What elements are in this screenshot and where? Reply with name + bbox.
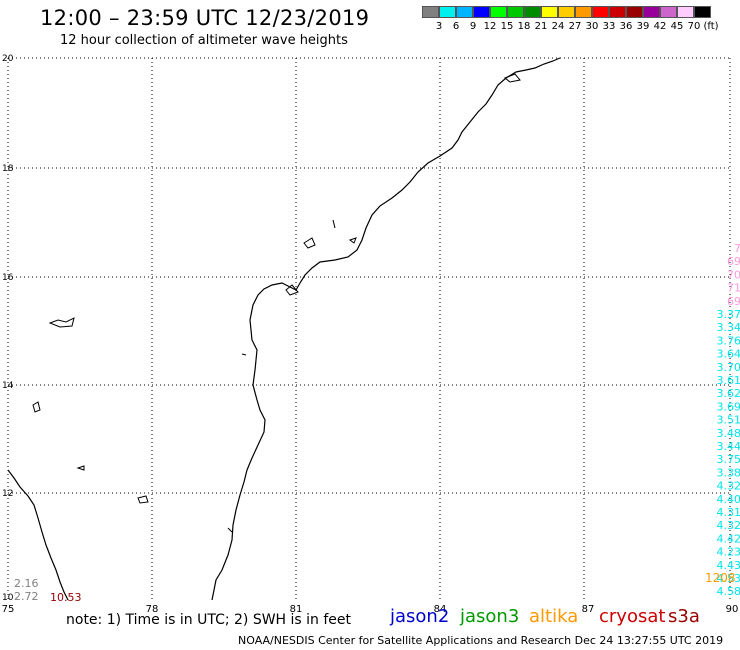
- legend-swatch: [694, 6, 711, 18]
- wave-height-label: 7: [734, 242, 740, 255]
- legend-label: 30: [585, 21, 599, 32]
- wave-labels-right: 7697071693.373.343.763.643.703.613.623.6…: [717, 242, 740, 598]
- latitude-label: 14: [2, 381, 14, 391]
- wave-height-label: 3.76: [717, 334, 740, 347]
- longitude-label: 90: [726, 604, 739, 615]
- satellite-s3a: s3a: [668, 606, 700, 627]
- legend-label: 18: [517, 21, 531, 32]
- wave-height-label: 3.34: [717, 321, 740, 334]
- longitude-label: 81: [290, 604, 303, 615]
- legend-label: 36: [619, 21, 633, 32]
- wave-height-label: 71: [727, 282, 740, 295]
- wave-height-label: 2.16: [14, 577, 39, 590]
- latitude-label: 20: [2, 54, 14, 64]
- wave-height-label: 4.31: [717, 506, 740, 519]
- footer-note: note: 1) Time is in UTC; 2) SWH is in fe…: [66, 612, 352, 628]
- legend-label: 15: [500, 21, 514, 32]
- map-title: 12:00 – 23:59 UTC 12/23/2019: [40, 6, 370, 30]
- wave-height-label: 3.75: [717, 453, 740, 466]
- legend-swatch: [626, 6, 643, 18]
- legend-swatch: [439, 6, 456, 18]
- legend-label: 45: [670, 21, 684, 32]
- longitude-label: 84: [434, 604, 447, 615]
- wave-height-label: 3.61: [717, 374, 740, 387]
- legend-swatch: [473, 6, 490, 18]
- legend-label: 27: [568, 21, 582, 32]
- satellite-cryosat: cryosat: [599, 606, 666, 627]
- wave-height-label: 69: [727, 255, 740, 268]
- islands: [32, 73, 521, 533]
- wave-height-label: 3.37: [717, 308, 740, 321]
- legend-swatch: [609, 6, 626, 18]
- wave-labels-left: 2.162.72 10.53: [14, 577, 82, 604]
- wave-height-label: 4.42: [717, 532, 740, 545]
- wave-height-label: 3.38: [717, 466, 740, 479]
- wave-height-label: 70: [727, 268, 740, 281]
- grid: [7, 57, 731, 600]
- legend-swatch: [541, 6, 558, 18]
- legend-label: (ft): [703, 21, 719, 32]
- wave-height-label: 3.48: [717, 427, 740, 440]
- map-subtitle: 12 hour collection of altimeter wave hei…: [60, 33, 348, 48]
- longitude-label: 75: [2, 604, 15, 615]
- wave-height-label: 4.23: [717, 546, 740, 559]
- wave-height-label: 4.58: [717, 585, 740, 598]
- longitude-label: 78: [146, 604, 159, 615]
- legend-label: 9: [469, 21, 477, 32]
- satellite-jason3: jason3: [460, 606, 520, 627]
- wave-height-label: 4.32: [717, 519, 740, 532]
- satellite-altika: altika: [529, 606, 579, 627]
- legend-label: 6: [452, 21, 460, 32]
- legend-label: 3: [435, 21, 443, 32]
- coastline-srilanka-west: [7, 469, 69, 601]
- wave-height-label: 3.70: [717, 361, 740, 374]
- wave-height-label: 2.72: [14, 590, 39, 603]
- latitude-labels: 20 18 16 14 12 10: [2, 54, 14, 603]
- wave-height-label: 69: [727, 295, 740, 308]
- color-legend: [422, 6, 711, 18]
- map-frame: [7, 57, 731, 601]
- legend-swatch: [558, 6, 575, 18]
- legend-label: 24: [551, 21, 565, 32]
- wave-height-label: 3.69: [717, 400, 740, 413]
- legend-label: 21: [534, 21, 548, 32]
- legend-swatch: [575, 6, 592, 18]
- wave-height-label: 3.51: [717, 414, 740, 427]
- longitude-label: 87: [582, 604, 595, 615]
- wave-height-label: 10.53: [50, 591, 82, 604]
- wave-height-label: 4.43: [717, 559, 740, 572]
- latitude-label: 16: [2, 273, 14, 283]
- legend-swatch: [490, 6, 507, 18]
- legend-swatch: [660, 6, 677, 18]
- legend-swatch: [677, 6, 694, 18]
- latitude-label: 12: [2, 489, 13, 499]
- latitude-label: 18: [2, 164, 14, 174]
- legend-swatch: [507, 6, 524, 18]
- wave-height-label: 3.64: [717, 348, 740, 361]
- wave-label-orange: 1208: [705, 571, 736, 585]
- legend-swatch: [422, 6, 439, 18]
- longitude-labels: 75 78 81 84 87 90: [2, 604, 739, 615]
- latitude-label: 10: [2, 593, 14, 603]
- satellite-jason2: jason2: [390, 606, 450, 627]
- wave-height-label: 4.40: [717, 493, 740, 506]
- legend-swatch: [643, 6, 660, 18]
- wave-height-label: 3.62: [717, 387, 740, 400]
- legend-swatch: [524, 6, 541, 18]
- footer-credit: NOAA/NESDIS Center for Satellite Applica…: [238, 634, 724, 647]
- wave-height-label: 4.53: [717, 572, 740, 585]
- legend-swatch: [592, 6, 609, 18]
- legend-label: 70: [687, 21, 701, 32]
- legend-swatch: [456, 6, 473, 18]
- wave-height-label: 4.32: [717, 480, 740, 493]
- wave-height-label: 3.44: [717, 440, 740, 453]
- legend-label: 33: [602, 21, 616, 32]
- color-legend-labels: 3 6 9 12 15 18 21 24 27 30 33 36 39 42 45 70 (ft): [422, 21, 740, 33]
- coastline-mainland: [211, 57, 561, 601]
- legend-label: 39: [636, 21, 650, 32]
- legend-label: 12: [483, 21, 497, 32]
- legend-label: 42: [653, 21, 667, 32]
